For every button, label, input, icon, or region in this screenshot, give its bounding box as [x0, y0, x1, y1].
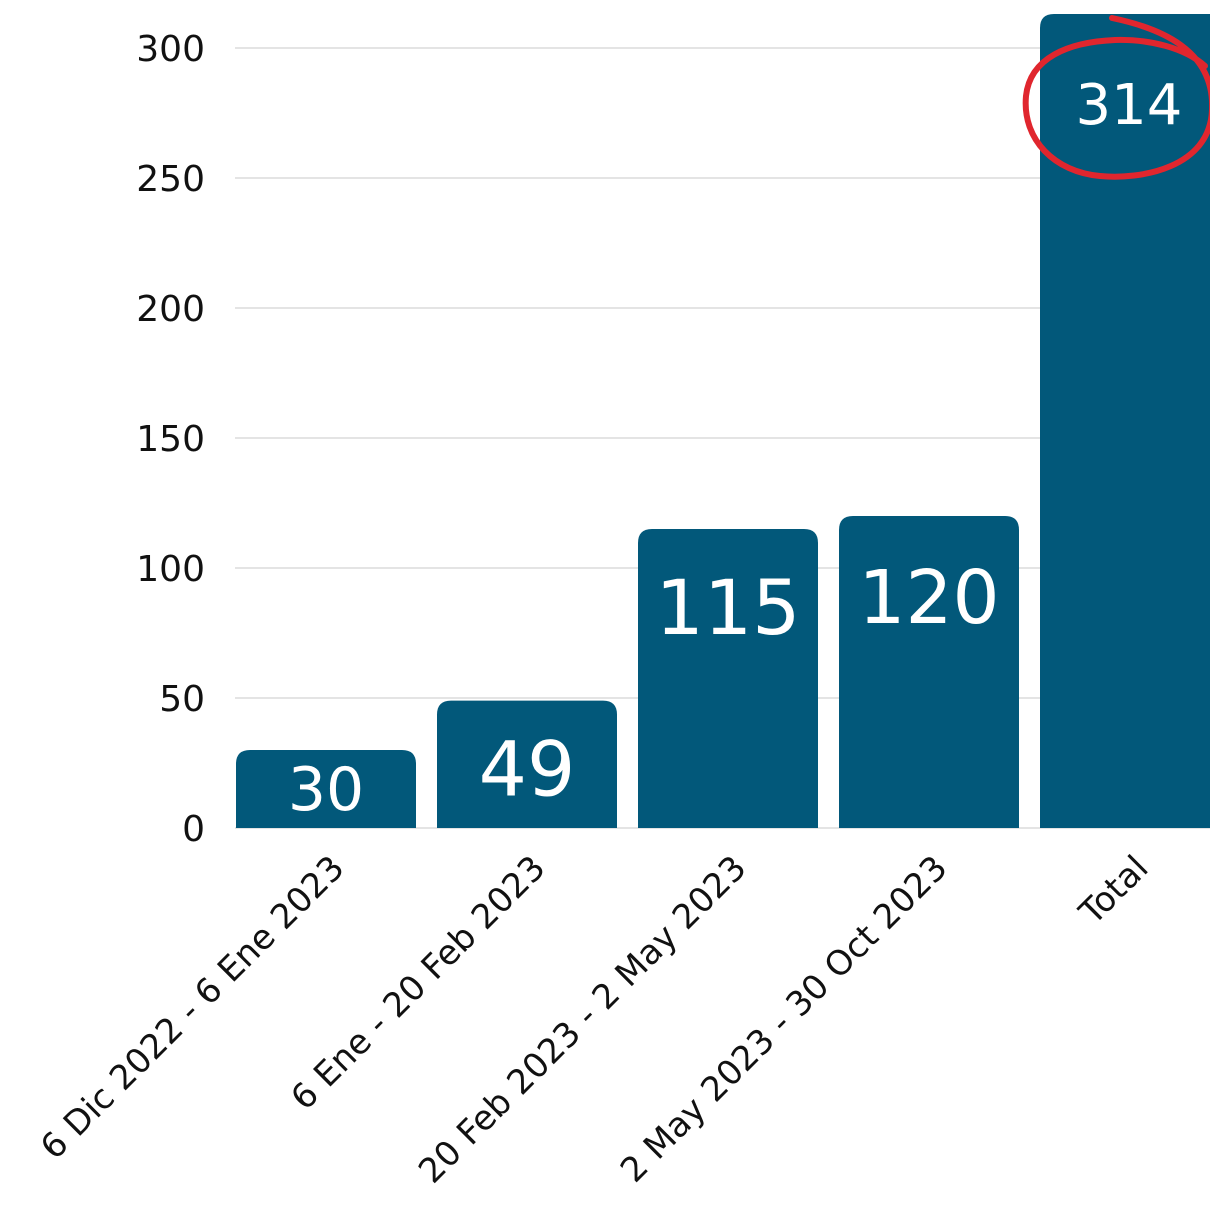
x-tick-label-5: Total	[1071, 848, 1156, 933]
bars: 30 49 115 120 314	[236, 14, 1210, 828]
bar-4	[839, 516, 1019, 828]
bar-data-label-4: 120	[858, 555, 999, 641]
bar-1	[236, 750, 416, 828]
y-axis-ticks: 0 50 100 150 200 250 300	[136, 29, 205, 850]
y-tick-label-300: 300	[136, 29, 205, 70]
y-tick-label-200: 200	[136, 289, 205, 330]
bar-data-label-1: 30	[288, 755, 364, 825]
bar-data-label-3: 115	[655, 563, 800, 652]
bar-2	[437, 700, 617, 828]
highlight-circle	[1022, 15, 1210, 180]
highlight-layer	[1022, 15, 1210, 180]
x-tick-label-1: 6 Dic 2022 - 6 Ene 2023	[33, 848, 352, 1167]
bar-data-label-2: 49	[479, 725, 576, 814]
y-tick-label-250: 250	[136, 159, 205, 200]
x-tick-label-4: 2 May 2023 - 30 Oct 2023	[613, 848, 955, 1190]
bar-3	[638, 529, 818, 828]
x-tick-label-3: 20 Feb 2023 - 2 May 2023	[411, 848, 754, 1191]
y-tick-label-50: 50	[159, 679, 205, 720]
y-tick-label-0: 0	[182, 809, 205, 850]
y-tick-label-150: 150	[136, 419, 205, 460]
y-tick-label-100: 100	[136, 549, 205, 590]
bar-5	[1040, 14, 1210, 828]
bar-data-label-5: 314	[1076, 73, 1183, 138]
